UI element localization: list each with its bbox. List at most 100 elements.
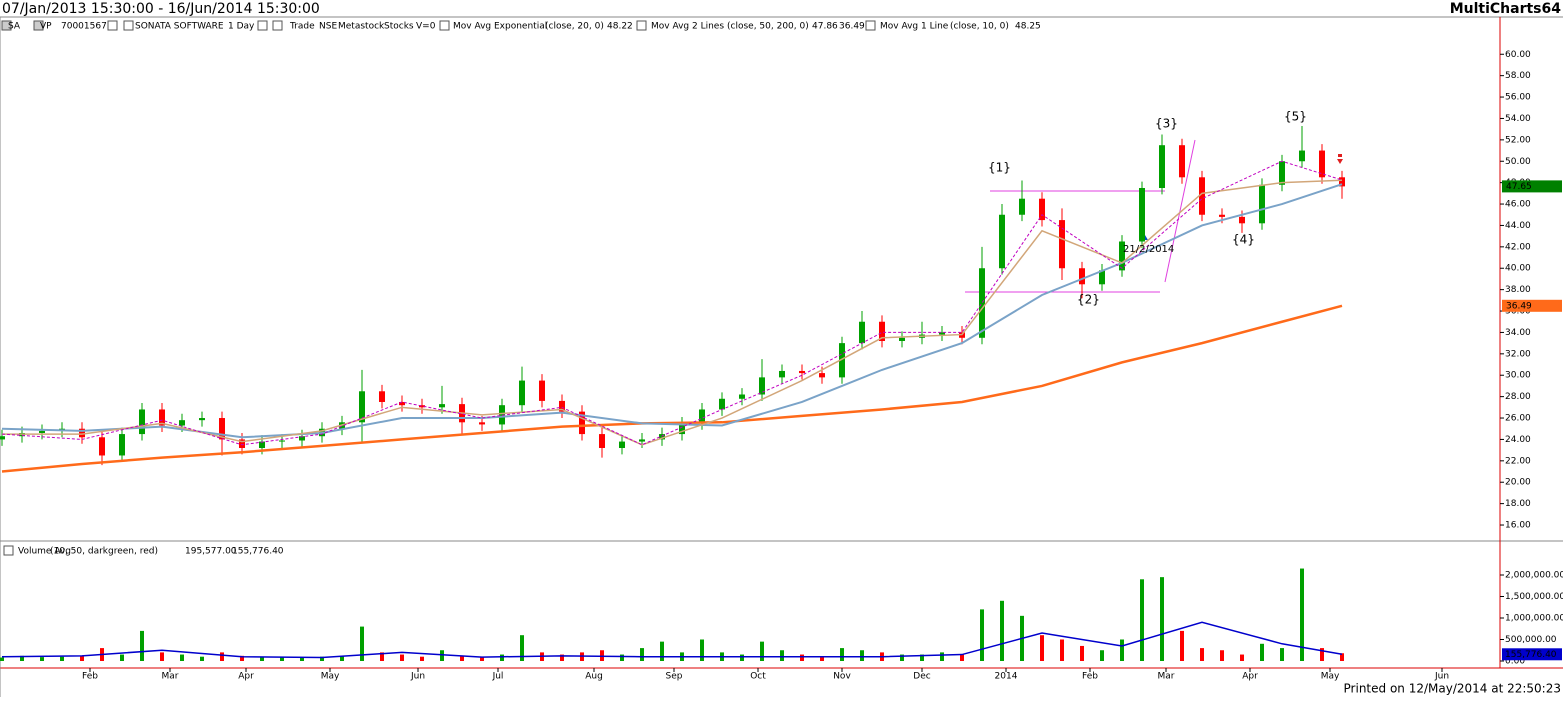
last-value-label: 155,776.40 xyxy=(1505,650,1557,660)
legend-text: 36.49 xyxy=(839,22,865,32)
candle-body xyxy=(299,436,305,441)
volume-bar xyxy=(940,652,944,661)
volume-bar xyxy=(420,656,424,661)
y-tick-label: 0.00 xyxy=(1505,656,1525,666)
y-tick-label: 46.00 xyxy=(1505,200,1531,210)
x-tick-label: May xyxy=(1321,672,1340,682)
legend-icon xyxy=(865,20,876,31)
legend-text: 48.22 xyxy=(607,22,633,32)
y-tick-label: 1,500,000.00 xyxy=(1505,592,1563,602)
volume-bar xyxy=(960,654,964,661)
volume-bar xyxy=(1240,654,1244,661)
moving-average xyxy=(1,304,1343,473)
candle-body xyxy=(239,439,245,448)
last-value-label: 47.65 xyxy=(1506,182,1532,192)
candle-body xyxy=(79,428,85,438)
annotation: {2} xyxy=(1077,293,1100,307)
legend-text: 1 Day xyxy=(228,22,255,32)
legend-text: Mov Avg 1 Line xyxy=(880,22,949,32)
candle-body xyxy=(539,380,545,401)
y-tick-label: 38.00 xyxy=(1505,285,1531,295)
y-tick-label: 50.00 xyxy=(1505,157,1531,167)
volume-bar xyxy=(900,654,904,661)
volume-bar xyxy=(20,655,24,661)
x-tick-label: 2014 xyxy=(995,672,1018,682)
candle-body xyxy=(779,370,785,378)
y-tick-label: 44.00 xyxy=(1505,221,1531,231)
annotation: {3} xyxy=(1155,117,1178,131)
volume-bar xyxy=(1120,639,1124,661)
legend-text: (close, 20, 0) xyxy=(545,22,604,32)
x-tick-label: Sep xyxy=(666,672,683,682)
x-tick-label: Mar xyxy=(162,672,179,682)
legend-text: 70001567 xyxy=(61,22,107,32)
volume-bar xyxy=(560,654,564,661)
volume-bar xyxy=(440,650,444,661)
volume-bar xyxy=(1260,643,1264,661)
candle-body xyxy=(1299,150,1305,162)
last-value-box xyxy=(1502,299,1562,312)
volume-bar xyxy=(1060,639,1064,661)
x-tick-label: Apr xyxy=(1242,672,1258,682)
legend-icon xyxy=(123,20,134,31)
y-tick-label: 56.00 xyxy=(1505,93,1531,103)
volume-bar xyxy=(760,641,764,661)
legend-text: NSE xyxy=(319,22,337,32)
volume-bar xyxy=(660,641,664,661)
volume-bar xyxy=(980,609,984,661)
y-tick-label: 58.00 xyxy=(1505,71,1531,81)
moving-average xyxy=(2,179,1343,446)
candle-body xyxy=(179,420,185,426)
x-tick-label: Jun xyxy=(1434,672,1449,682)
candle-body xyxy=(899,337,905,341)
candle-body xyxy=(99,437,105,456)
legend-icon xyxy=(107,20,118,31)
y-tick-label: 34.00 xyxy=(1505,328,1531,338)
legend-icon xyxy=(3,545,14,556)
candle-body xyxy=(939,332,945,335)
moving-average xyxy=(1,160,1343,446)
volume-bar xyxy=(1320,648,1324,661)
candle-body xyxy=(499,405,505,425)
y-tick-label: 40.00 xyxy=(1505,264,1531,274)
x-tick-label: Jun xyxy=(410,672,425,682)
volume-bar xyxy=(380,652,384,661)
candle-body xyxy=(1039,198,1045,221)
legend-text: (close, 50, 200, 0) xyxy=(727,22,809,32)
candle-body xyxy=(1019,198,1025,215)
volume-bar xyxy=(180,654,184,661)
volume-bar xyxy=(840,648,844,661)
candle-body xyxy=(159,409,165,426)
drawings xyxy=(965,139,1196,293)
footer: Printed on 12/May/2014 at 22:50:23 xyxy=(1344,682,1561,696)
volume-bar xyxy=(40,657,44,661)
x-tick-label: May xyxy=(321,672,340,682)
legend-text: 155,776.40 xyxy=(232,547,284,557)
candle-body xyxy=(559,400,565,412)
volume-bar xyxy=(500,654,504,661)
candle-body xyxy=(659,434,665,440)
legend-text: Stocks xyxy=(384,22,414,32)
volume-bar xyxy=(1200,648,1204,661)
candle-body xyxy=(259,441,265,448)
candle-body xyxy=(599,434,605,448)
legend-text: Mov Avg 2 Lines xyxy=(651,22,724,32)
candle-body xyxy=(619,441,625,448)
candle-body xyxy=(1319,150,1325,178)
x-tick-label: Dec xyxy=(913,672,930,682)
candle-body xyxy=(1159,145,1165,188)
volume-bar xyxy=(1340,653,1344,661)
legend-icon xyxy=(636,20,647,31)
volume-bar xyxy=(1080,645,1084,661)
y-tick-label: 1,000,000.00 xyxy=(1505,613,1563,623)
y-tick-label: 30.00 xyxy=(1505,371,1531,381)
candle-body xyxy=(279,440,285,442)
volume-bar xyxy=(260,656,264,661)
candle-body xyxy=(199,418,205,421)
x-tick-label: Oct xyxy=(750,672,766,682)
volume-bar xyxy=(120,654,124,661)
volume-bar xyxy=(820,656,824,661)
candle-body xyxy=(1079,268,1085,285)
